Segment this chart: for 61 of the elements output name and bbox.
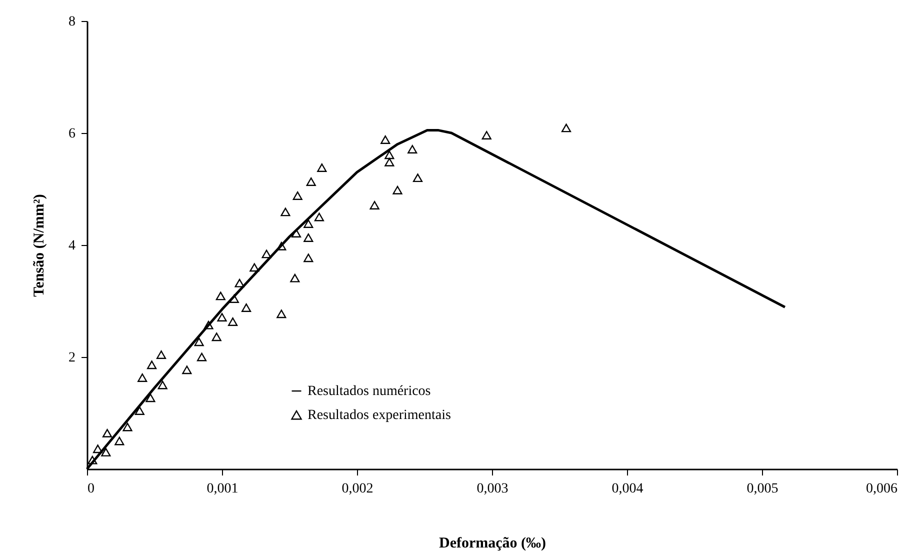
- point: [242, 303, 252, 312]
- point: [114, 436, 124, 446]
- x-tick-label: 0,003: [476, 482, 508, 496]
- x-tick-label: 0: [88, 482, 94, 496]
- legend-label: Resultados experimentais: [308, 408, 451, 423]
- point: [234, 278, 244, 288]
- y-tick-label: 4: [68, 238, 76, 254]
- point: [196, 352, 207, 362]
- point: [292, 191, 302, 200]
- x-axis-title: Deformação (‰): [438, 536, 546, 552]
- point: [317, 163, 327, 172]
- point: [228, 317, 238, 326]
- point: [204, 320, 214, 330]
- point: [314, 212, 324, 222]
- point: [229, 294, 239, 303]
- point: [408, 145, 418, 154]
- point: [306, 177, 316, 186]
- point: [370, 201, 380, 210]
- point: [291, 229, 302, 238]
- point: [138, 373, 148, 382]
- point: [134, 406, 144, 415]
- point: [262, 250, 272, 258]
- point: [216, 292, 226, 300]
- point: [276, 242, 286, 250]
- y-axis-title: Tensão (N/mm²): [32, 194, 48, 297]
- point: [304, 219, 314, 228]
- x-tick-label: 0,005: [746, 482, 778, 496]
- point: [412, 174, 423, 182]
- point: [182, 366, 192, 374]
- x-tick-label: 0,002: [342, 482, 374, 496]
- y-tick-label: 2: [68, 350, 76, 366]
- point: [217, 313, 227, 322]
- point: [122, 422, 132, 432]
- point: [384, 150, 394, 160]
- point: [158, 380, 168, 390]
- point: [482, 131, 492, 140]
- point: [304, 233, 314, 242]
- point: [280, 208, 290, 216]
- point: [392, 186, 402, 194]
- point: [194, 338, 204, 346]
- point: [146, 394, 156, 402]
- point: [304, 254, 314, 262]
- point: [212, 332, 222, 342]
- x-tick-label: 0,004: [612, 482, 644, 496]
- x-tick-label: 0,001: [206, 482, 238, 496]
- point: [384, 158, 394, 166]
- point: [101, 448, 111, 456]
- y-tick-label: 8: [68, 14, 76, 30]
- point: [93, 444, 103, 454]
- legend-label: Resultados numéricos: [308, 384, 431, 399]
- point: [380, 135, 390, 144]
- point: [250, 263, 260, 272]
- x-tick-label: 0,006: [866, 482, 898, 496]
- y-tick-label: 6: [68, 126, 76, 142]
- point: [88, 456, 98, 464]
- point: [561, 124, 572, 132]
- point: [147, 360, 157, 370]
- point: [276, 310, 286, 318]
- point: [290, 274, 300, 282]
- point: [156, 350, 166, 359]
- point: [102, 428, 112, 438]
